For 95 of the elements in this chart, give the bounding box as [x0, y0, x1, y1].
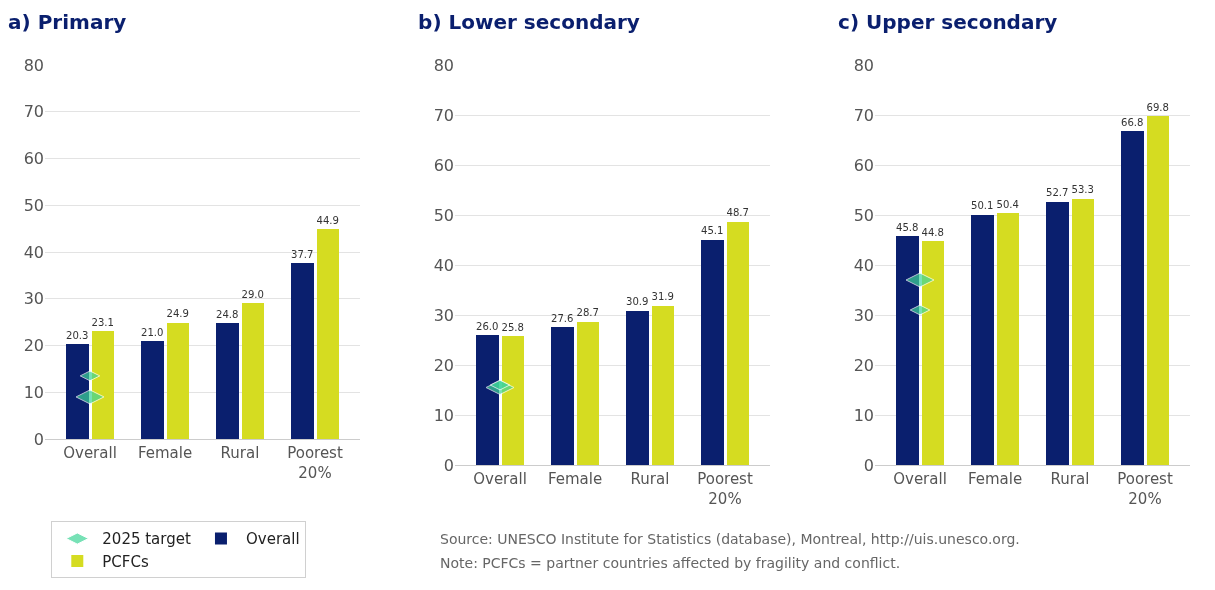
y-tick-label: 50	[23, 195, 44, 215]
data-label: 48.7	[726, 207, 749, 219]
bar	[91, 331, 114, 439]
x-tick-label: Rural	[1050, 470, 1090, 488]
x-tick-label: Female	[137, 444, 193, 462]
y-tick-label: 70	[23, 102, 44, 122]
data-label: 23.1	[91, 316, 114, 328]
bar	[921, 241, 944, 465]
y-tick-label: 0	[33, 429, 44, 449]
data-label: 66.8	[1121, 116, 1144, 128]
bar	[501, 336, 524, 465]
data-label: 29.0	[241, 289, 264, 301]
data-label: 25.8	[501, 321, 524, 333]
bar	[651, 305, 674, 465]
bar	[166, 322, 189, 439]
y-tick-label: 30	[853, 305, 874, 325]
y-tick-label: 40	[23, 242, 44, 262]
y-tick-label: 80	[433, 55, 454, 75]
y-tick-label: 40	[433, 255, 454, 275]
legend-label: PCFCs	[102, 552, 149, 571]
bar	[1146, 116, 1169, 465]
data-label: 27.6	[551, 312, 574, 324]
chart-title: a) Primary	[8, 9, 127, 34]
bar	[66, 344, 89, 439]
data-label: 20.3	[66, 329, 89, 341]
source-note: Source: UNESCO Institute for Statistics (database), Montreal, http://uis.unesco.org.	[440, 530, 1020, 549]
x-tick-label: Overall	[63, 444, 117, 462]
bar	[1121, 131, 1144, 465]
data-label: 21.0	[141, 326, 164, 338]
bar	[971, 214, 994, 465]
bar	[316, 229, 339, 439]
y-tick-label: 70	[853, 105, 874, 125]
y-tick-label: 0	[863, 455, 874, 475]
data-label: 50.1	[971, 200, 994, 212]
x-tick-label: Female	[967, 470, 1023, 488]
x-tick-label: Poorest 20%	[1117, 470, 1173, 508]
text: Note: PCFCs = partner countries affected by fragility and conflict.	[440, 554, 902, 573]
x-tick-label: Overall	[893, 470, 947, 488]
y-tick-label: 80	[23, 55, 44, 75]
y-tick-label: 50	[433, 205, 454, 225]
bar	[476, 335, 499, 465]
data-label: 53.3	[1071, 184, 1094, 196]
chart-title: c) Upper secondary	[838, 9, 1058, 34]
y-tick-label: 60	[433, 155, 454, 175]
data-label: 30.9	[626, 296, 649, 308]
bar	[216, 323, 239, 439]
data-label: 28.7	[576, 307, 599, 319]
y-tick-label: 20	[853, 355, 874, 375]
y-tick-label: 10	[853, 405, 874, 425]
bar	[996, 213, 1019, 465]
y-tick-label: 50	[853, 205, 874, 225]
y-tick-label: 80	[853, 55, 874, 75]
bar	[291, 262, 314, 439]
legend-label: Overall	[245, 530, 300, 549]
legend-label: 2025 target	[102, 530, 191, 549]
y-tick-label: 10	[23, 382, 44, 402]
bar	[726, 221, 749, 465]
data-label: 26.0	[476, 320, 499, 332]
y-tick-label: 60	[853, 155, 874, 175]
y-tick-label: 0	[443, 455, 454, 475]
data-label: 37.7	[291, 248, 314, 260]
y-tick-label: 10	[433, 405, 454, 425]
data-label: 52.7	[1046, 187, 1069, 199]
data-label: 69.8	[1146, 101, 1169, 113]
y-tick-label: 60	[23, 149, 44, 169]
y-tick-label: 40	[853, 255, 874, 275]
y-tick-label: 20	[23, 336, 44, 356]
data-label: 31.9	[651, 291, 674, 303]
y-tick-label: 70	[433, 105, 454, 125]
x-tick-label: Rural	[630, 470, 670, 488]
data-label: 24.9	[166, 308, 189, 320]
bar	[896, 236, 919, 465]
bar	[1071, 198, 1094, 465]
x-tick-label: Female	[547, 470, 603, 488]
x-tick-label: Poorest 20%	[287, 444, 343, 482]
x-tick-label: Poorest 20%	[697, 470, 753, 508]
y-tick-label: 30	[433, 305, 454, 325]
data-label: 44.9	[316, 214, 339, 226]
data-label: 44.8	[921, 226, 944, 238]
data-label: 24.8	[216, 308, 239, 320]
bar	[701, 239, 724, 465]
data-label: 45.1	[701, 225, 724, 237]
bar	[241, 303, 264, 439]
x-tick-label: Overall	[473, 470, 527, 488]
bar	[551, 327, 574, 465]
y-tick-label: 20	[433, 355, 454, 375]
y-tick-label: 30	[23, 289, 44, 309]
bar	[626, 310, 649, 465]
x-tick-label: Rural	[220, 444, 260, 462]
data-label: 50.4	[996, 198, 1019, 210]
data-label: 45.8	[896, 221, 919, 233]
bar	[1046, 201, 1069, 465]
chart-title: b) Lower secondary	[418, 9, 640, 34]
bar	[141, 340, 164, 439]
bar	[576, 321, 599, 465]
